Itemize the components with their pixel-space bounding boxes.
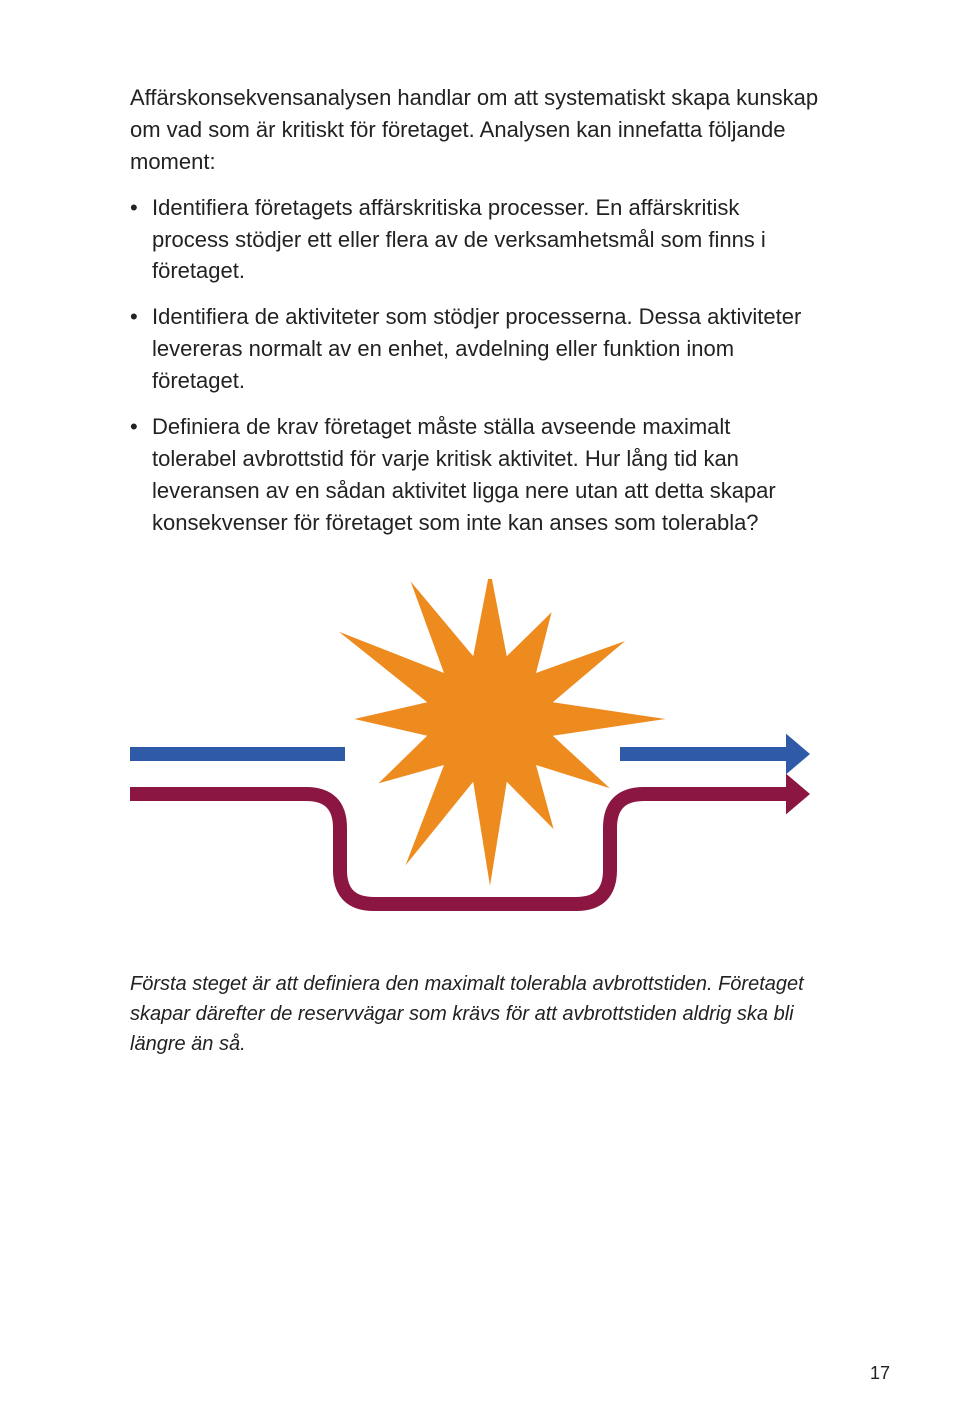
bullet-list: Identifiera företagets affärskritiska pr… xyxy=(130,192,820,539)
bullet-item: Identifiera de aktiviteter som stödjer p… xyxy=(130,301,820,397)
disruption-diagram xyxy=(130,579,820,939)
diagram-caption: Första steget är att definiera den maxim… xyxy=(130,969,820,1059)
bullet-item: Definiera de krav företaget måste ställa… xyxy=(130,411,820,539)
document-page: Affärskonsekvensanalysen handlar om att … xyxy=(0,0,960,1420)
page-number: 17 xyxy=(870,1363,890,1384)
bullet-item: Identifiera företagets affärskritiska pr… xyxy=(130,192,820,288)
intro-paragraph: Affärskonsekvensanalysen handlar om att … xyxy=(130,82,820,178)
